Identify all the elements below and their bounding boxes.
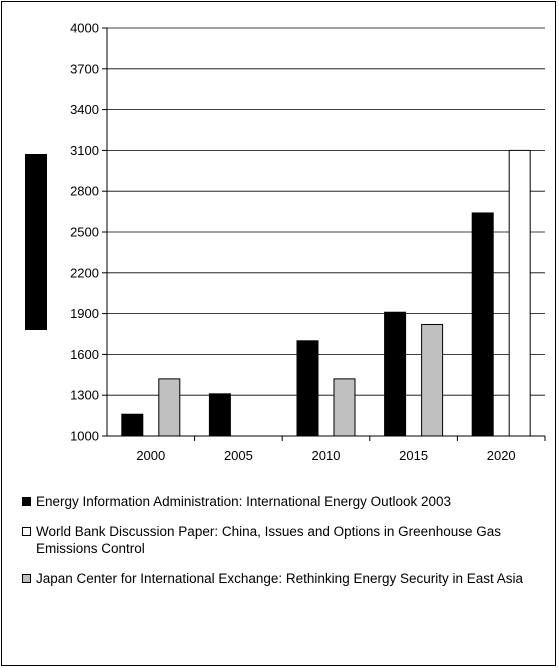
x-tick-labels: 2000 2005 2010 2015 2020 <box>136 448 515 463</box>
legend-item-eia: Energy Information Administration: Inter… <box>22 493 547 510</box>
y-tick-label: 2200 <box>70 265 99 280</box>
y-tick-label: 2500 <box>70 225 99 240</box>
y-tick-label: 4000 <box>70 21 99 36</box>
y-tick-label: 1900 <box>70 306 99 321</box>
bar <box>333 378 356 437</box>
legend-label-eia: Energy Information Administration: Inter… <box>36 494 451 509</box>
x-tick-label: 2020 <box>487 448 516 463</box>
y-tick-label: 3400 <box>70 102 99 117</box>
axes <box>102 27 546 441</box>
bar <box>296 340 319 437</box>
bar <box>471 212 494 437</box>
y-tick-label: 1000 <box>70 429 99 444</box>
legend-swatch-world-bank <box>22 527 31 536</box>
bar <box>208 393 231 437</box>
y-tick-label: 2800 <box>70 184 99 199</box>
bar <box>508 149 531 437</box>
x-tick-label: 2015 <box>399 448 428 463</box>
legend-label-world-bank: World Bank Discussion Paper: China, Issu… <box>36 524 501 556</box>
legend-swatch-eia <box>22 497 31 506</box>
legend-item-world-bank: World Bank Discussion Paper: China, Issu… <box>22 523 547 557</box>
y-tick-label: 3100 <box>70 143 99 158</box>
y-axis-title-block <box>25 154 47 330</box>
bar-chart: 1000 1300 1600 1900 2200 2500 2800 3100 3400 3700… <box>25 21 546 463</box>
gridlines <box>107 27 545 396</box>
bar <box>384 311 407 437</box>
x-tick-label: 2010 <box>312 448 341 463</box>
bar <box>421 323 444 437</box>
bars <box>121 149 531 437</box>
y-tick-label: 1300 <box>70 388 99 403</box>
legend: Energy Information Administration: Inter… <box>22 493 547 600</box>
y-tick-label: 1600 <box>70 347 99 362</box>
y-tick-labels: 1000 1300 1600 1900 2200 2500 2800 3100 3400 3700… <box>70 21 99 444</box>
x-tick-label: 2005 <box>224 448 253 463</box>
legend-swatch-japan-center <box>22 574 31 583</box>
legend-item-japan-center: Japan Center for International Exchange:… <box>22 570 547 587</box>
y-tick-label: 3700 <box>70 61 99 76</box>
bar <box>121 413 144 437</box>
x-tick-label: 2000 <box>136 448 165 463</box>
legend-label-japan-center: Japan Center for International Exchange:… <box>36 571 524 586</box>
bar <box>158 378 181 437</box>
